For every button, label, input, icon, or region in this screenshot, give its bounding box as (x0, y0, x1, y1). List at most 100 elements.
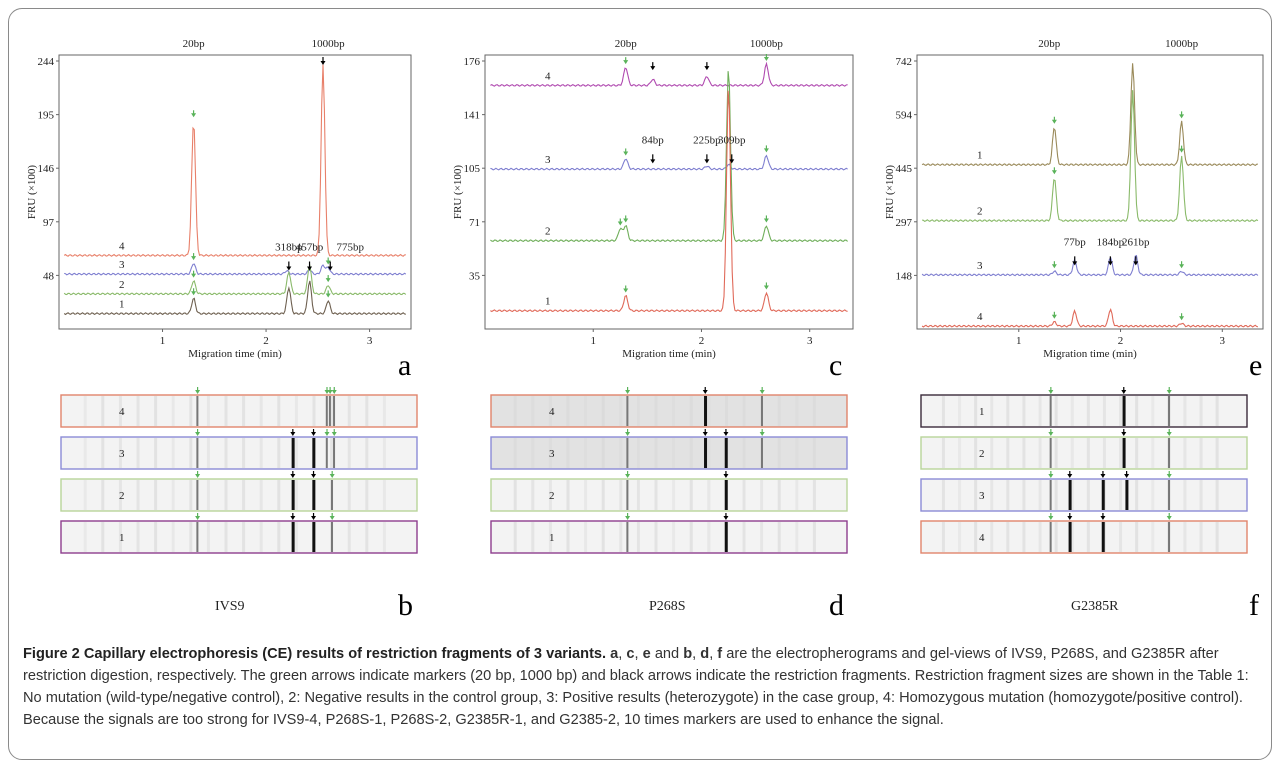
chart-c-top-label-20bp: 20bp (615, 38, 638, 50)
gel-d-streak (584, 522, 588, 552)
gel-d-streak (707, 480, 711, 510)
chart-c-top-label-1000bp: 1000bp (750, 38, 784, 50)
gel-b-band (333, 396, 336, 426)
gel-d-streak (619, 396, 623, 426)
chart-e-ytick-label: 594 (896, 110, 913, 122)
gel-b-fragment-arrow (311, 471, 317, 478)
chart-a-xtick-label: 1 (160, 335, 166, 347)
chart-e-fragment-arrow (1133, 256, 1139, 266)
gel-b-streak (330, 396, 334, 426)
chart-c-xlabel: Migration time (min) (622, 348, 716, 360)
gel-f-lane-label-3: 3 (979, 490, 985, 502)
gel-b-fragment-arrow-head (290, 432, 296, 436)
chart-a-marker-arrow (191, 270, 197, 278)
gel-b-marker-arrow-head (329, 516, 335, 520)
gel-f-streak (1199, 438, 1203, 468)
gel-f-streak (1183, 480, 1187, 510)
chart-a-ytick-label: 97 (43, 217, 55, 229)
chart-c-ytick-label: 71 (469, 217, 480, 229)
gel-b-lane-label-4: 4 (119, 406, 125, 418)
electropherogram-p268s: 20bp 1000bp 176 141 105 71 35 1 2 3 Migration time… (449, 17, 857, 377)
gel-b-band (325, 396, 328, 426)
gel-f-marker-arrow (1166, 429, 1172, 436)
gel-view-g2385r: 1 2 3 4 (919, 379, 1249, 579)
chart-a-ytick-label: 195 (38, 110, 55, 122)
chart-c-trace-label-2: 2 (545, 226, 551, 238)
gel-b-marker-arrow-head (195, 474, 201, 478)
gel-f-marker-arrow-head (1048, 474, 1054, 478)
chart-c-trace-label-3: 3 (545, 154, 551, 166)
gel-d-streak (566, 396, 570, 426)
gel-d-streak (601, 480, 605, 510)
chart-e-ytick-label: 297 (896, 217, 913, 229)
gel-f-streak (974, 480, 978, 510)
gel-f-fragment-arrow-head (1121, 390, 1127, 394)
gel-f-lane-box (920, 478, 1248, 512)
chart-c-trace-1 (490, 90, 848, 313)
gel-f-marker-arrow (1166, 471, 1172, 478)
gel-d-streak (724, 396, 728, 426)
gel-d-band (760, 396, 763, 426)
gel-b-marker-arrow (324, 429, 330, 436)
chart-c-fragment-arrow-head (650, 159, 656, 164)
gel-f-streak (1022, 438, 1026, 468)
chart-c-fragment-arrow-lane4b (704, 62, 710, 71)
chart-c-marker-arrow (763, 54, 769, 62)
gel-b-streak (154, 438, 158, 468)
chart-e-marker-arrow-head (1179, 114, 1185, 119)
chart-a-marker-arrow (191, 288, 197, 296)
gel-d-lane-2: 2 (490, 478, 848, 512)
gel-b-streak (259, 522, 263, 552)
gel-b-streak (83, 480, 87, 510)
gel-b-lane-box (60, 436, 418, 470)
gel-b-lane-label-1: 1 (119, 532, 125, 544)
gel-d-band (724, 522, 728, 552)
gel-d-fragment-arrow (723, 513, 729, 520)
gel-f-lane-label-2: 2 (979, 448, 985, 460)
gel-d-streak (548, 480, 552, 510)
chart-a-ylabel: FRU (×100) (26, 165, 38, 220)
gel-b-streak (277, 522, 281, 552)
gel-f-band (1168, 396, 1171, 426)
chart-a-plot-area (58, 54, 412, 330)
gel-f-streak (1135, 438, 1139, 468)
gel-b-band (291, 522, 295, 552)
chart-e-marker-arrow (1179, 313, 1185, 321)
chart-e-xtick-label: 2 (1118, 335, 1124, 347)
chart-a-marker-arrow-head (325, 293, 331, 298)
gel-f-streak (1070, 522, 1074, 552)
chart-a-svg: 20bp 1000bp 244 195 146 97 48 1 2 3 Migration time… (26, 38, 412, 360)
gel-b-marker-arrow-head (195, 390, 201, 394)
gel-b-streak (294, 396, 298, 426)
gel-b-lane-1: 1 (60, 520, 418, 554)
gel-b-streak (294, 522, 298, 552)
gel-b-streak (189, 522, 193, 552)
gel-f-band (1049, 396, 1052, 426)
chart-a-marker-arrow (191, 253, 197, 261)
chart-a-fragment-arrow-head (307, 266, 313, 271)
gel-f-band (1122, 438, 1126, 468)
gel-f-streak (990, 396, 994, 426)
gel-f-streak (1022, 396, 1026, 426)
gel-b-fragment-arrow (311, 429, 317, 436)
gel-d-fragment-arrow (723, 429, 729, 436)
gel-f-fragment-arrow (1121, 387, 1127, 394)
panel-letter-f: f (1249, 589, 1259, 622)
chart-e-trace-label-3: 3 (977, 260, 983, 272)
chart-a-trace-label-4: 4 (119, 240, 125, 252)
gel-f-marker-arrow (1048, 513, 1054, 520)
chart-e-marker-arrow (1051, 116, 1057, 124)
gel-f-lane-box (920, 436, 1248, 470)
gel-b-streak (83, 522, 87, 552)
gel-d-streak (636, 396, 640, 426)
gel-b-streak (83, 438, 87, 468)
chart-c-trace-2 (490, 71, 848, 243)
gel-f-streak (1006, 480, 1010, 510)
chart-c-marker-arrow (623, 148, 629, 156)
chart-c-marker-arrow (623, 57, 629, 65)
chart-e-fragment-label-77bp: 77bp (1064, 236, 1087, 248)
gel-d-band (704, 396, 708, 426)
gel-f-fragment-arrow-head (1100, 474, 1106, 478)
chart-c-marker-arrow-head (623, 288, 629, 293)
gel-f-lane-1: 1 (920, 394, 1248, 428)
